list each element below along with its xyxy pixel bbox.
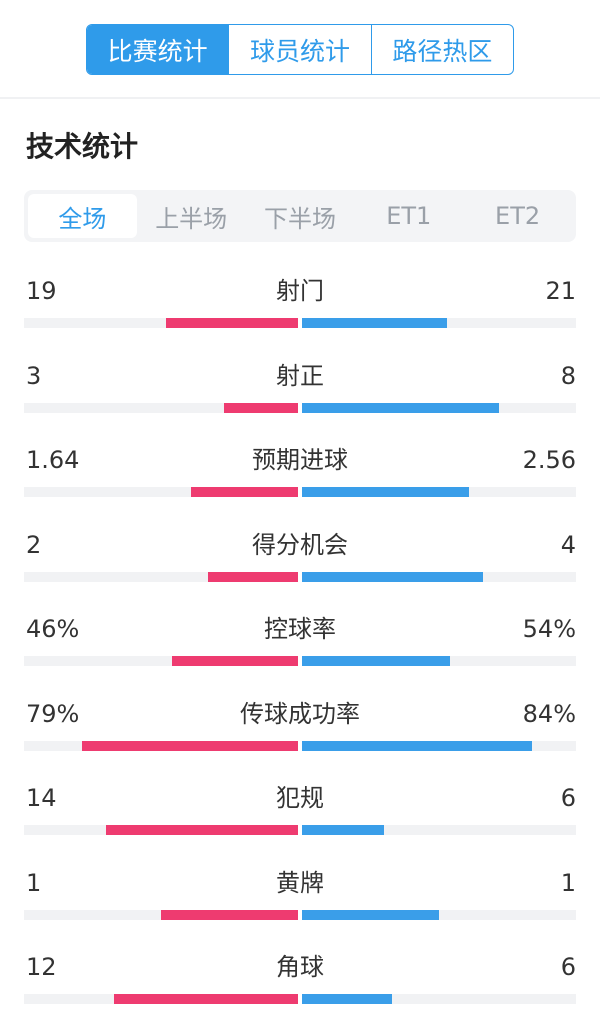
away-value: 21	[545, 277, 576, 305]
away-bar-track	[302, 740, 576, 751]
tab-full-match[interactable]: 全场	[28, 194, 137, 238]
stat-label: 得分机会	[252, 530, 348, 559]
home-bar-track	[24, 571, 298, 582]
away-bar-track	[302, 656, 576, 666]
away-value: 54%	[522, 615, 576, 643]
home-bar-track	[24, 487, 298, 497]
home-value: 2	[26, 530, 42, 559]
away-value: 4	[560, 530, 576, 559]
tab-et2[interactable]: ET2	[495, 202, 541, 230]
away-bar	[302, 656, 450, 666]
away-bar-track	[302, 571, 576, 582]
stat-row: 2 得分机会 4	[24, 516, 576, 601]
section-title: 技术统计	[26, 130, 139, 163]
away-bar-track	[302, 487, 576, 497]
away-bar	[302, 909, 439, 920]
home-value: 19	[26, 277, 57, 305]
home-value: 1.64	[26, 446, 80, 474]
tab-heatmap[interactable]: 路径热区	[392, 36, 493, 66]
home-bar	[81, 740, 298, 751]
stat-row: 1.64 预期进球 2.56	[24, 431, 576, 516]
stat-label: 犯规	[276, 784, 324, 812]
home-bar-track	[24, 318, 298, 328]
away-bar-track	[302, 994, 576, 1004]
home-bar	[161, 909, 298, 920]
home-bar-track	[24, 994, 298, 1004]
home-bar-track	[24, 656, 298, 666]
tab-second-half[interactable]: 下半场	[263, 204, 336, 233]
home-bar	[106, 825, 298, 835]
stat-label: 控球率	[264, 615, 336, 643]
stat-row: 14 犯规 6	[24, 769, 576, 854]
away-bar	[302, 994, 393, 1004]
away-value: 6	[560, 953, 576, 981]
away-bar	[302, 571, 483, 582]
header-divider	[0, 97, 600, 99]
home-value: 3	[26, 361, 42, 390]
stat-label: 射门	[276, 277, 324, 305]
tab-match-stats[interactable]: 比赛统计	[87, 25, 230, 74]
away-bar	[302, 825, 385, 835]
away-bar	[302, 740, 533, 751]
away-bar	[302, 487, 470, 497]
home-bar	[166, 318, 298, 328]
home-bar	[171, 656, 298, 666]
home-value: 79%	[26, 699, 80, 728]
stat-label: 射正	[276, 361, 324, 390]
stat-row: 46% 控球率 54%	[24, 600, 576, 685]
stat-row: 79% 传球成功率 84%	[24, 685, 576, 770]
stat-label: 角球	[276, 953, 324, 981]
home-bar	[224, 402, 298, 413]
stat-label: 黄牌	[276, 868, 324, 897]
period-tabs: 全场 上半场 下半场 ET1 ET2	[24, 190, 576, 242]
away-value: 84%	[522, 699, 576, 728]
home-value: 12	[26, 953, 57, 981]
stats-list: 19 射门 21 3 射正 8 1.64 预期进球 2.56 2 得分机会 4 46% 控球率 54% 79%…	[24, 262, 576, 1020]
away-bar-track	[302, 909, 576, 920]
away-bar	[302, 318, 448, 328]
stat-row: 12 角球 6	[24, 938, 576, 1020]
home-value: 46%	[26, 615, 80, 643]
away-bar	[302, 402, 500, 413]
home-bar	[191, 487, 298, 497]
stats-category-tabs: 比赛统计 球员统计 路径热区	[86, 24, 514, 75]
stat-row: 1 黄牌 1	[24, 854, 576, 939]
away-value: 1	[560, 868, 576, 897]
tab-player-stats[interactable]: 球员统计	[229, 25, 372, 74]
home-value: 1	[26, 868, 42, 897]
away-bar-track	[302, 825, 576, 835]
home-bar-track	[24, 740, 298, 751]
tab-et1[interactable]: ET1	[386, 202, 432, 230]
home-bar	[207, 571, 298, 582]
stat-row: 3 射正 8	[24, 347, 576, 432]
stat-row: 19 射门 21	[24, 262, 576, 347]
away-bar-track	[302, 318, 576, 328]
home-bar	[114, 994, 298, 1004]
home-bar-track	[24, 402, 298, 413]
away-bar-track	[302, 402, 576, 413]
home-value: 14	[26, 784, 57, 812]
stat-label: 预期进球	[252, 446, 348, 474]
away-value: 2.56	[522, 446, 576, 474]
home-bar-track	[24, 909, 298, 920]
away-value: 8	[560, 361, 576, 390]
stat-label: 传球成功率	[240, 699, 360, 728]
home-bar-track	[24, 825, 298, 835]
tab-first-half[interactable]: 上半场	[155, 204, 228, 233]
away-value: 6	[560, 784, 576, 812]
